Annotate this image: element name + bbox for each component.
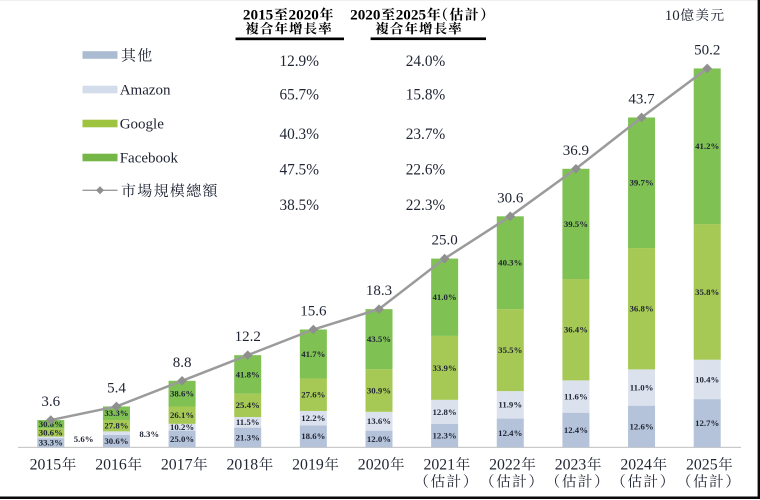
svg-text:5.6%: 5.6%: [74, 434, 94, 444]
svg-text:12.3%: 12.3%: [433, 431, 457, 441]
svg-text:2017: 2017: [161, 456, 193, 473]
svg-text:12.7%: 12.7%: [695, 418, 719, 428]
svg-text:Amazon: Amazon: [120, 82, 171, 98]
svg-text:5.4: 5.4: [107, 380, 126, 396]
svg-text:33.3%: 33.3%: [104, 408, 128, 418]
svg-text:10: 10: [665, 8, 680, 24]
svg-text:40.3%: 40.3%: [498, 258, 522, 268]
svg-text:24.0%: 24.0%: [406, 53, 446, 70]
svg-text:25.0: 25.0: [432, 233, 458, 249]
svg-text:11.9%: 11.9%: [498, 400, 522, 410]
svg-text:15.6: 15.6: [300, 304, 327, 320]
svg-text:39.5%: 39.5%: [564, 219, 588, 229]
svg-text:2019: 2019: [292, 456, 324, 473]
svg-text:Google: Google: [120, 116, 165, 132]
svg-text:43.5%: 43.5%: [367, 334, 391, 344]
svg-text:Facebook: Facebook: [120, 150, 179, 166]
svg-text:50.2: 50.2: [694, 42, 720, 58]
svg-text:2018: 2018: [227, 456, 259, 473]
svg-text:23.7%: 23.7%: [406, 126, 446, 143]
svg-text:11.5%: 11.5%: [236, 417, 260, 427]
svg-text:2020: 2020: [350, 7, 381, 24]
svg-text:33.9%: 33.9%: [433, 363, 457, 373]
svg-text:12.4%: 12.4%: [564, 425, 588, 435]
svg-text:12.8%: 12.8%: [433, 407, 457, 417]
svg-text:41.2%: 41.2%: [695, 141, 719, 151]
svg-text:11.0%: 11.0%: [630, 382, 654, 392]
svg-text:2015: 2015: [243, 7, 274, 24]
svg-text:2015: 2015: [30, 456, 62, 473]
svg-text:47.5%: 47.5%: [279, 161, 319, 178]
svg-text:36.8%: 36.8%: [629, 304, 653, 314]
svg-text:2016: 2016: [95, 456, 127, 473]
svg-text:12.6%: 12.6%: [629, 421, 653, 431]
svg-text:33.3%: 33.3%: [39, 438, 63, 448]
svg-text:18.6%: 18.6%: [301, 431, 325, 441]
svg-text:2025: 2025: [686, 456, 718, 473]
svg-text:38.5%: 38.5%: [279, 197, 319, 214]
svg-text:2022: 2022: [489, 456, 521, 473]
svg-text:30.6%: 30.6%: [104, 436, 128, 446]
svg-text:27.6%: 27.6%: [301, 390, 325, 400]
svg-text:35.5%: 35.5%: [498, 345, 522, 355]
svg-text:13.6%: 13.6%: [367, 416, 391, 426]
svg-text:2024: 2024: [620, 456, 652, 473]
svg-text:3.6: 3.6: [41, 394, 60, 410]
svg-text:35.8%: 35.8%: [695, 287, 719, 297]
svg-text:22.3%: 22.3%: [406, 197, 446, 214]
svg-text:21.3%: 21.3%: [236, 432, 260, 442]
svg-text:26.1%: 26.1%: [170, 410, 194, 420]
svg-text:12.9%: 12.9%: [279, 53, 319, 70]
svg-text:12.0%: 12.0%: [367, 434, 391, 444]
svg-text:25.0%: 25.0%: [170, 434, 194, 444]
svg-text:43.7: 43.7: [628, 91, 655, 107]
svg-text:2020: 2020: [289, 7, 320, 24]
svg-text:2020: 2020: [358, 456, 390, 473]
svg-text:10.4%: 10.4%: [695, 374, 719, 384]
svg-text:30.6: 30.6: [497, 190, 524, 206]
svg-text:22.6%: 22.6%: [406, 161, 446, 178]
svg-text:18.3: 18.3: [366, 283, 392, 299]
svg-text:11.6%: 11.6%: [564, 391, 588, 401]
svg-text:27.8%: 27.8%: [104, 421, 128, 431]
svg-text:30.9%: 30.9%: [367, 385, 391, 395]
svg-text:10.2%: 10.2%: [170, 422, 194, 432]
svg-text:65.7%: 65.7%: [279, 87, 319, 104]
svg-text:2021: 2021: [423, 456, 455, 473]
svg-text:36.4%: 36.4%: [564, 325, 588, 335]
svg-text:2023: 2023: [555, 456, 587, 473]
svg-text:40.3%: 40.3%: [279, 126, 319, 143]
svg-text:12.2%: 12.2%: [301, 413, 325, 423]
svg-text:30.6%: 30.6%: [39, 427, 63, 437]
svg-text:15.8%: 15.8%: [406, 87, 446, 104]
svg-text:8.8: 8.8: [173, 355, 192, 371]
svg-text:39.7%: 39.7%: [629, 178, 653, 188]
svg-text:12.2: 12.2: [235, 329, 261, 345]
svg-text:8.3%: 8.3%: [139, 429, 159, 439]
svg-text:41.0%: 41.0%: [433, 292, 457, 302]
svg-text:12.4%: 12.4%: [498, 428, 522, 438]
svg-text:41.7%: 41.7%: [301, 349, 325, 359]
svg-text:38.6%: 38.6%: [170, 389, 194, 399]
svg-text:41.8%: 41.8%: [236, 369, 260, 379]
svg-text:25.4%: 25.4%: [236, 400, 260, 410]
svg-text:2025: 2025: [396, 7, 427, 24]
svg-text:36.9: 36.9: [563, 143, 589, 159]
